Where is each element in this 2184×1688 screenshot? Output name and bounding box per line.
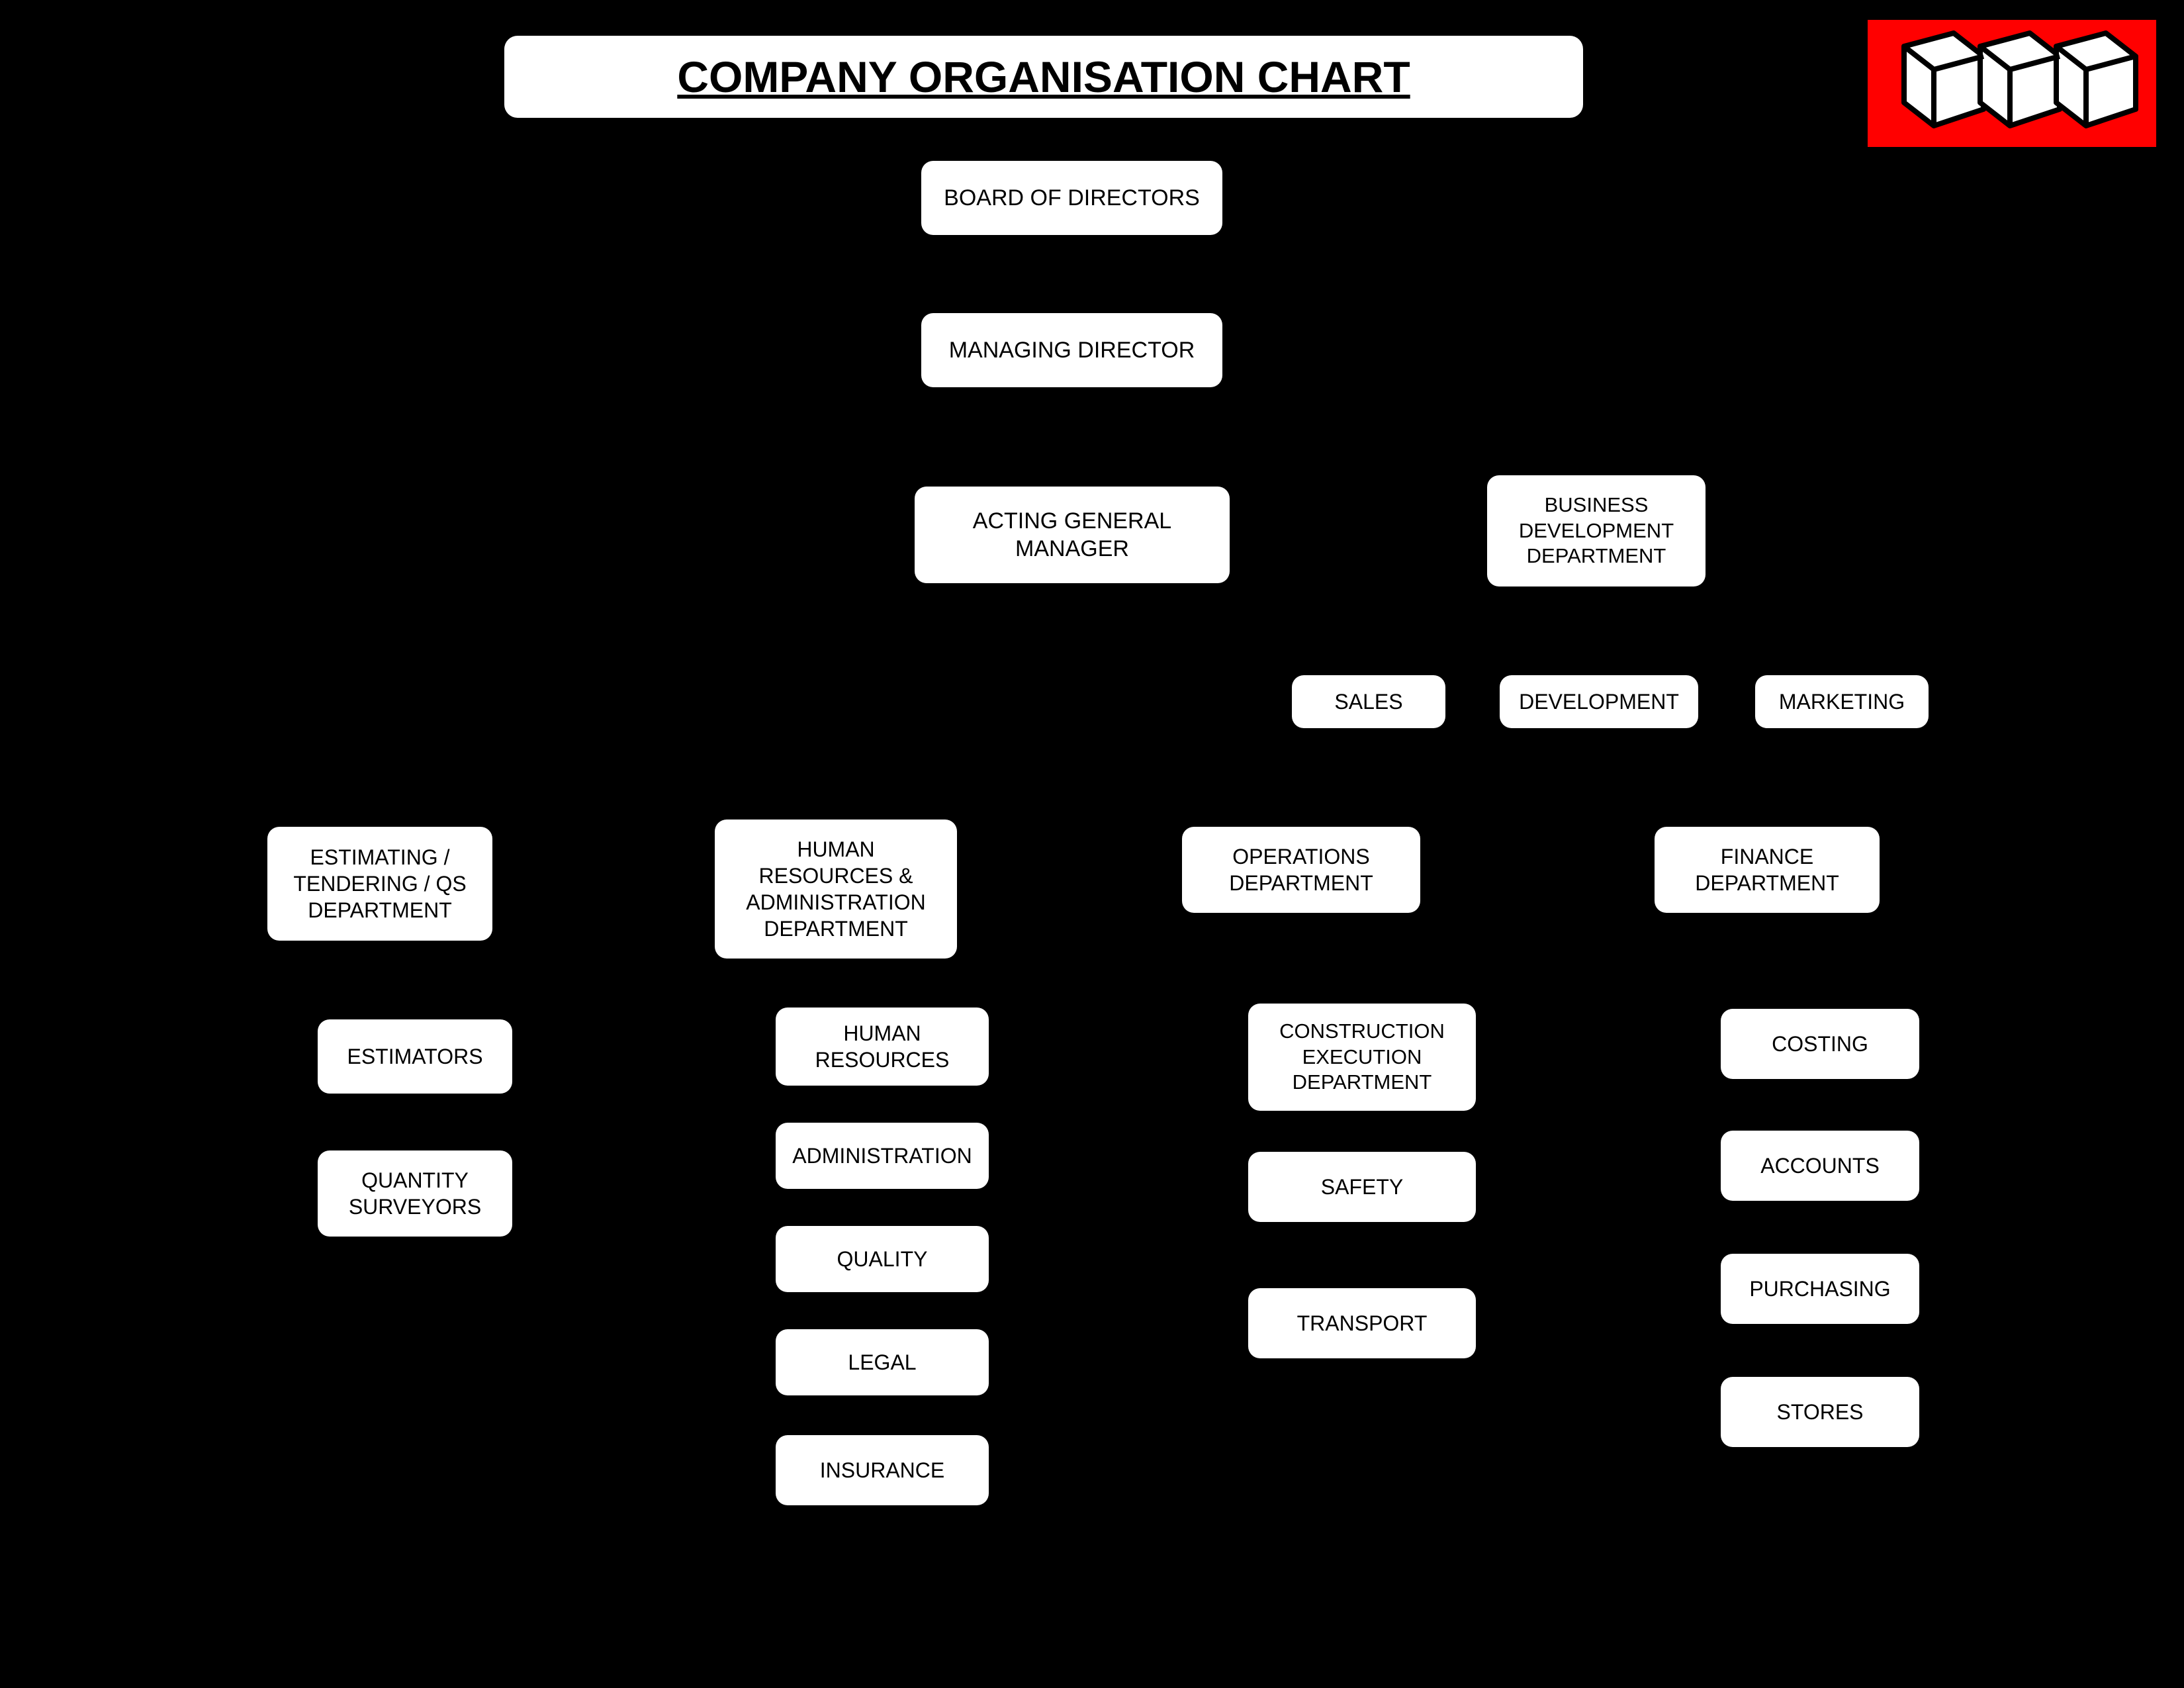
org-node-transport: TRANSPORT: [1248, 1288, 1476, 1358]
org-node-ops-dept: OPERATIONS DEPARTMENT: [1182, 827, 1420, 913]
org-node-hr: HUMAN RESOURCES: [776, 1008, 989, 1086]
org-node-label: ACTING GENERAL MANAGER: [973, 507, 1171, 563]
org-node-label: TRANSPORT: [1297, 1310, 1428, 1336]
org-node-label: MANAGING DIRECTOR: [949, 336, 1195, 365]
org-node-est-dept: ESTIMATING / TENDERING / QS DEPARTMENT: [267, 827, 492, 941]
org-node-qs: QUANTITY SURVEYORS: [318, 1150, 512, 1237]
org-node-construction: CONSTRUCTION EXECUTION DEPARTMENT: [1248, 1004, 1476, 1111]
org-node-label: HUMAN RESOURCES & ADMINISTRATION DEPARTM…: [746, 836, 925, 942]
org-node-bdd: BUSINESS DEVELOPMENT DEPARTMENT: [1487, 475, 1706, 586]
org-node-label: SAFETY: [1321, 1174, 1403, 1200]
org-node-label: OPERATIONS DEPARTMENT: [1229, 843, 1373, 896]
chart-title-box: COMPANY ORGANISATION CHART: [504, 36, 1583, 118]
org-node-label: ESTIMATING / TENDERING / QS DEPARTMENT: [293, 844, 466, 923]
org-node-admin: ADMINISTRATION: [776, 1123, 989, 1189]
org-node-label: COSTING: [1772, 1031, 1868, 1057]
org-node-label: QUANTITY SURVEYORS: [349, 1167, 481, 1220]
org-node-hr-dept: HUMAN RESOURCES & ADMINISTRATION DEPARTM…: [715, 820, 957, 959]
gcc-logo-icon: [1868, 20, 2156, 147]
org-node-label: LEGAL: [848, 1349, 916, 1376]
org-node-dev: DEVELOPMENT: [1500, 675, 1698, 728]
org-node-stores: STORES: [1721, 1377, 1919, 1447]
org-node-label: BOARD OF DIRECTORS: [944, 184, 1200, 212]
org-node-purchasing: PURCHASING: [1721, 1254, 1919, 1324]
org-node-label: QUALITY: [837, 1246, 928, 1272]
company-logo: [1868, 20, 2156, 147]
chart-title: COMPANY ORGANISATION CHART: [677, 52, 1410, 102]
org-node-label: STORES: [1777, 1399, 1864, 1425]
org-node-label: ADMINISTRATION: [792, 1143, 972, 1169]
org-node-legal: LEGAL: [776, 1329, 989, 1395]
org-node-label: MARKETING: [1779, 688, 1905, 715]
org-node-insurance: INSURANCE: [776, 1435, 989, 1505]
org-node-label: HUMAN RESOURCES: [815, 1020, 950, 1073]
org-node-agm: ACTING GENERAL MANAGER: [915, 487, 1230, 583]
org-node-label: CONSTRUCTION EXECUTION DEPARTMENT: [1279, 1019, 1445, 1096]
org-node-costing: COSTING: [1721, 1009, 1919, 1079]
org-node-label: PURCHASING: [1749, 1276, 1890, 1302]
org-node-accounts: ACCOUNTS: [1721, 1131, 1919, 1201]
org-node-mkt: MARKETING: [1755, 675, 1929, 728]
org-node-label: BUSINESS DEVELOPMENT DEPARTMENT: [1519, 492, 1674, 569]
org-node-estimators: ESTIMATORS: [318, 1019, 512, 1094]
org-node-sales: SALES: [1292, 675, 1445, 728]
org-node-label: ESTIMATORS: [347, 1043, 482, 1070]
org-node-quality: QUALITY: [776, 1226, 989, 1292]
org-node-label: FINANCE DEPARTMENT: [1695, 843, 1839, 896]
org-node-md: MANAGING DIRECTOR: [921, 313, 1222, 387]
org-node-safety: SAFETY: [1248, 1152, 1476, 1222]
org-node-label: INSURANCE: [820, 1457, 944, 1483]
org-node-label: SALES: [1334, 688, 1402, 715]
org-node-label: DEVELOPMENT: [1519, 688, 1679, 715]
org-node-label: ACCOUNTS: [1760, 1152, 1880, 1179]
org-node-fin-dept: FINANCE DEPARTMENT: [1655, 827, 1880, 913]
org-node-board: BOARD OF DIRECTORS: [921, 161, 1222, 235]
